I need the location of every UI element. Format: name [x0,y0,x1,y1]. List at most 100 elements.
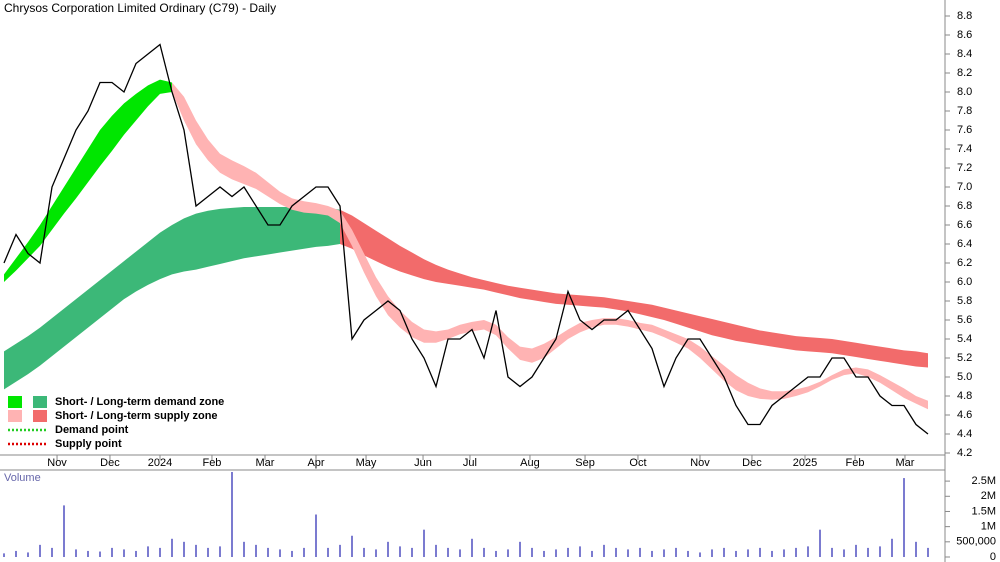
y-tick-label: 8.0 [957,86,972,98]
volume-bar [99,551,101,557]
x-tick-label: Feb [202,457,221,469]
x-tick-label: Dec [100,457,120,469]
volume-bar [183,541,185,557]
volume-bar [663,549,665,557]
x-tick-label: Nov [690,457,710,469]
volume-bar [291,550,293,557]
chart-title: Chrysos Corporation Limited Ordinary (C7… [4,1,276,15]
volume-bar [603,544,605,557]
volume-bar [219,546,221,557]
volume-bar [543,550,545,557]
x-tick-label: May [356,457,377,469]
volume-tick-label: 1M [981,521,996,533]
volume-bar [471,538,473,557]
y-tick-label: 7.4 [957,143,972,155]
volume-tick-label: 2.5M [972,475,996,487]
x-tick-label: Sep [575,457,595,469]
volume-bar [303,547,305,557]
y-tick-label: 6.4 [957,238,972,250]
volume-tick-label: 0 [990,551,996,562]
x-tick-label: Oct [629,457,646,469]
y-tick-label: 7.2 [957,162,972,174]
volume-bar [831,547,833,557]
volume-bar [567,547,569,557]
y-tick-label: 8.8 [957,10,972,22]
price-line [3,43,929,435]
legend-label: Demand point [55,424,129,436]
volume-bar [555,549,557,557]
volume-bar [735,550,737,557]
y-tick-label: 5.4 [957,333,972,345]
volume-bar [507,549,509,557]
legend-label: Short- / Long-term demand zone [55,396,224,408]
volume-bar [147,546,149,557]
volume-bar [783,549,785,557]
volume-bar [267,547,269,557]
legend-swatch [8,410,22,422]
x-tick-label: Feb [846,457,865,469]
volume-bar [723,547,725,557]
volume-bar [639,547,641,557]
volume-bar [375,549,377,557]
legend-swatch [33,396,47,408]
y-tick-label: 6.0 [957,276,972,288]
volume-tick-label: 2M [981,490,996,502]
volume-bar [615,547,617,557]
volume-bar [27,552,29,557]
y-tick-label: 6.2 [957,257,972,269]
x-tick-label: Aug [520,457,540,469]
volume-bar [243,541,245,557]
volume-bar [879,546,881,557]
volume-bar [339,544,341,557]
volume-bar [51,547,53,557]
volume-bar [387,541,389,557]
x-tick-label: Nov [47,457,67,469]
x-tick-label: Mar [895,457,914,469]
zone [4,79,172,283]
x-tick-label: Jul [463,457,477,469]
x-tick-label: Jun [414,457,432,469]
y-tick-label: 4.8 [957,390,972,402]
volume-bar [759,547,761,557]
volume-bar [123,549,125,557]
x-tick-label: Dec [742,457,762,469]
volume-bar [423,529,425,557]
volume-bar [315,514,317,557]
volume-bar [171,538,173,557]
volume-bar [63,505,65,557]
x-tick-label: Apr [307,457,324,469]
volume-bar [519,541,521,557]
legend-label: Short- / Long-term supply zone [55,410,218,422]
volume-bar [651,550,653,557]
volume-bar [399,546,401,557]
volume-bar [891,538,893,557]
volume-bar [411,547,413,557]
volume-bar [15,550,17,557]
legend-swatch [8,396,22,408]
volume-bar [483,547,485,557]
y-tick-label: 6.8 [957,200,972,212]
y-tick-label: 8.2 [957,67,972,79]
volume-bar [927,547,929,557]
x-tick-label: Mar [256,457,275,469]
volume-bar [711,549,713,557]
volume-bar [195,544,197,557]
volume-bar [915,541,917,557]
y-tick-label: 7.6 [957,124,972,136]
y-tick-label: 5.2 [957,352,972,364]
volume-bar [3,553,5,557]
zone [172,82,928,410]
volume-bar [819,529,821,557]
zone [340,209,928,368]
volume-bar [255,544,257,557]
volume-bar [495,550,497,557]
y-tick-label: 8.4 [957,48,972,60]
volume-bar [903,478,905,557]
volume-bar [855,544,857,557]
volume-bar [279,549,281,557]
zones [4,79,928,410]
y-tick-label: 4.6 [957,409,972,421]
volume-bar [111,547,113,557]
y-tick-label: 8.6 [957,29,972,41]
